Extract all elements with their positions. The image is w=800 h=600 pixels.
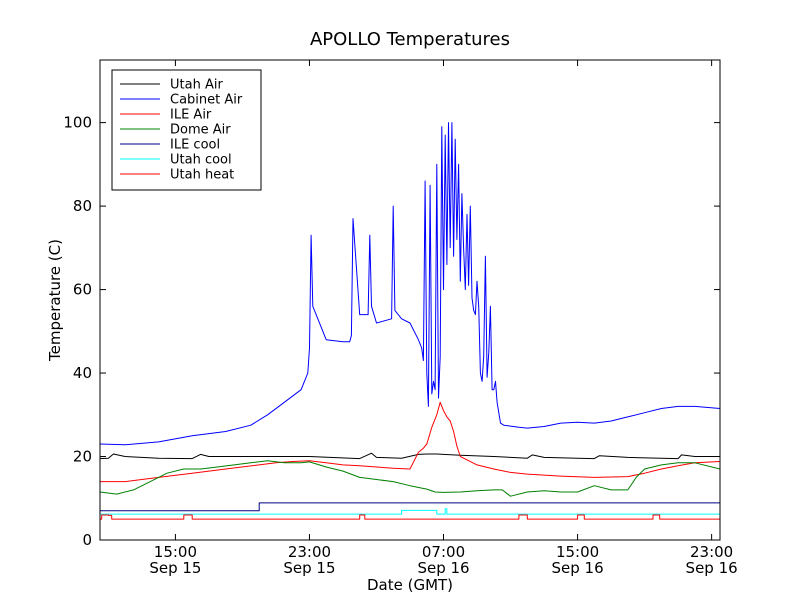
x-axis-label: Date (GMT): [367, 576, 453, 594]
y-tick-label: 80: [73, 197, 92, 215]
legend-label-utah-heat: Utah heat: [170, 168, 234, 183]
legend-label-utah-cool: Utah cool: [170, 153, 232, 168]
series-line-ile-air: [100, 401, 721, 483]
x-tick-label-time: 15:00: [556, 543, 599, 561]
plot-frame: [99, 59, 721, 541]
x-tick-label-time: 23:00: [288, 543, 331, 561]
y-axis-label: Temperature (C): [46, 239, 64, 362]
legend-label-dome-air: Dome Air: [170, 123, 231, 138]
series-line-ile-cool: [100, 502, 720, 512]
y-tick-label: 40: [73, 364, 92, 382]
legend-label-cabinet-air: Cabinet Air: [170, 93, 243, 108]
series-line-utah-air: [99, 452, 720, 460]
x-tick-label-date: Sep 15: [283, 559, 335, 577]
series-line-cabinet-air: [99, 122, 721, 446]
y-tick-label: 60: [73, 281, 92, 299]
x-tick-label-date: Sep 16: [551, 559, 603, 577]
series-line-dome-air: [99, 460, 721, 497]
series-layer: [99, 122, 721, 525]
legend-label-ile-cool: ILE cool: [170, 138, 220, 153]
x-tick-label-time: 23:00: [690, 543, 733, 561]
x-tick-label-date: Sep 16: [417, 559, 469, 577]
legend-label-utah-air: Utah Air: [170, 78, 223, 93]
x-tick-label-time: 07:00: [422, 543, 465, 561]
legend-label-ile-air: ILE Air: [170, 108, 212, 123]
x-tick-label-time: 15:00: [154, 543, 197, 561]
y-tick-label: 20: [73, 448, 92, 466]
legend-box: [111, 69, 262, 191]
chart-title: APOLLO Temperatures: [310, 29, 510, 50]
y-tick-label: 0: [82, 531, 92, 549]
y-tick-label: 100: [63, 114, 92, 132]
series-line-utah-heat: [99, 514, 720, 525]
x-tick-label-date: Sep 16: [686, 559, 738, 577]
x-tick-label-date: Sep 15: [149, 559, 201, 577]
series-line-utah-cool: [100, 508, 720, 515]
